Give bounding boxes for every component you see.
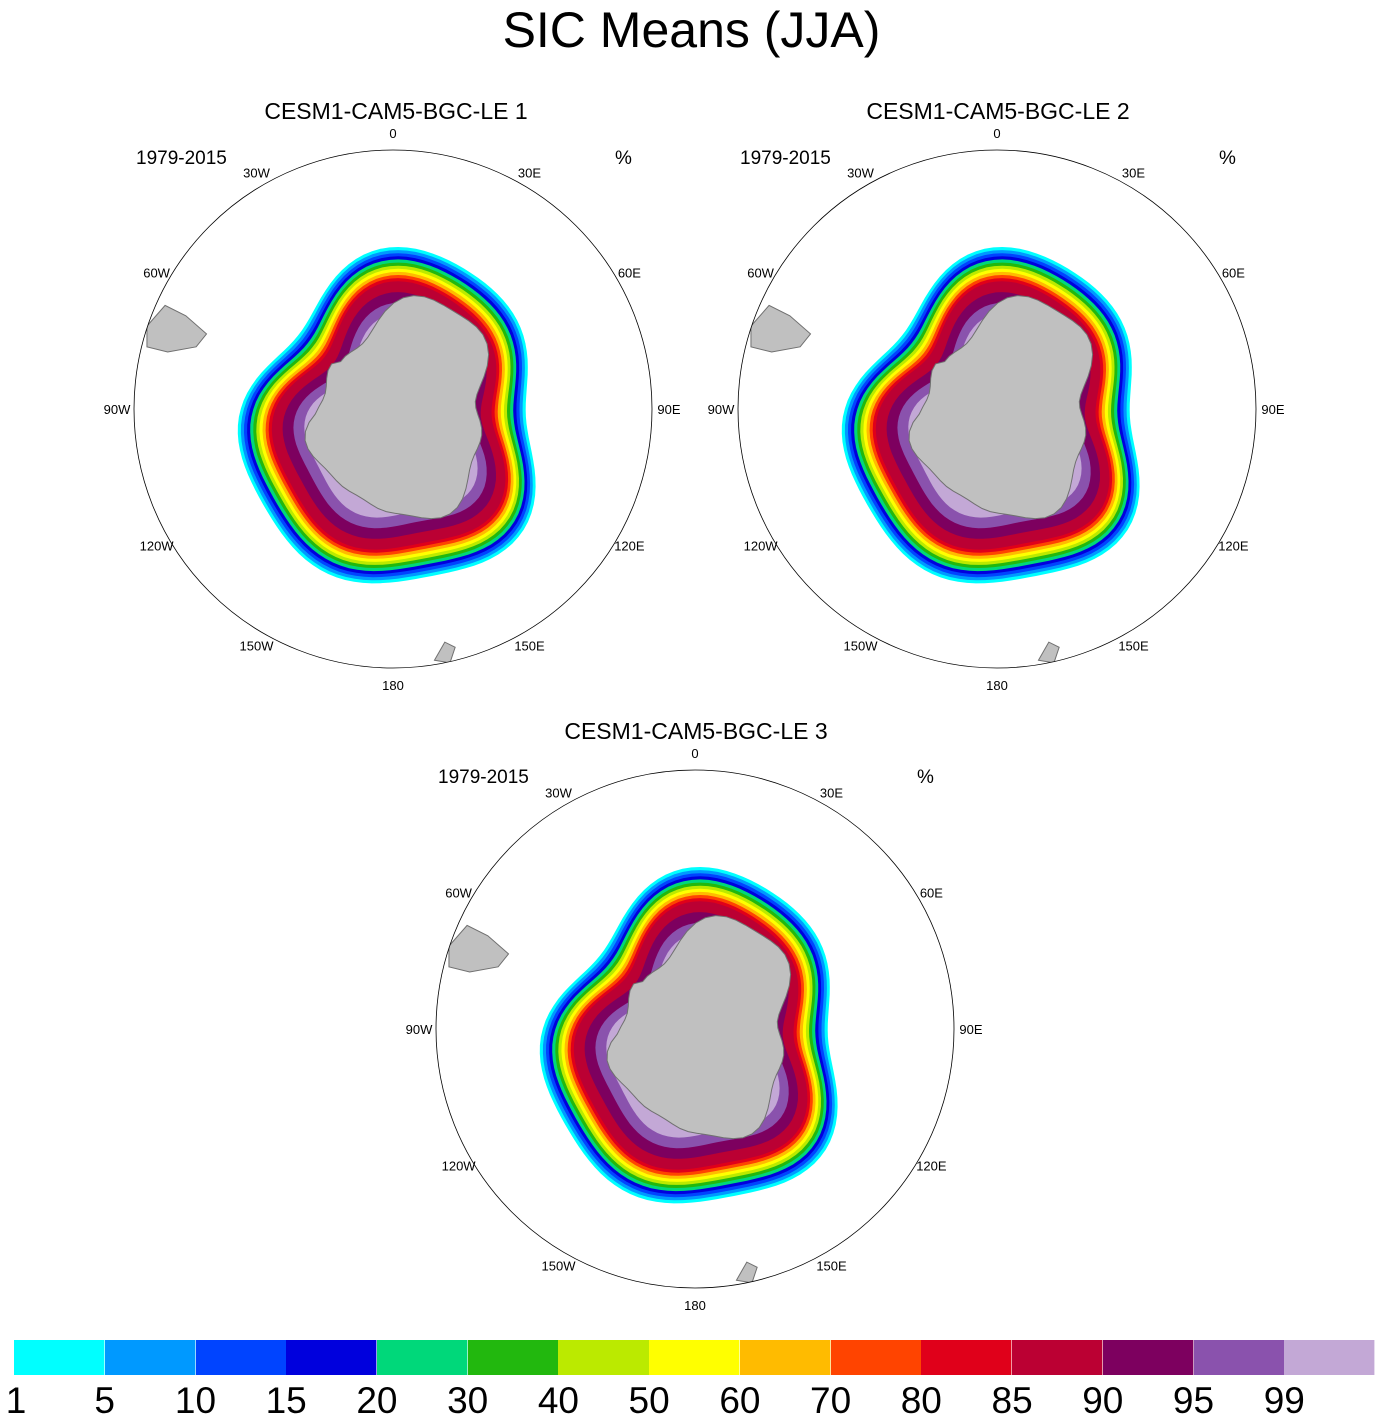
longitude-label: 30W [243, 166, 270, 181]
colorbar-tick-label: 70 [810, 1380, 852, 1421]
map-boundary [133, 149, 653, 669]
colorbar-segment [14, 1340, 106, 1375]
panel-2-units: % [1219, 148, 1236, 169]
colorbar-tick-label: 15 [265, 1380, 307, 1421]
map-panel-1: 0 30E 60E 90E 120E 150E 180 150W 120W 90W 60W 30W [104, 126, 681, 693]
new-zealand-landmass [1037, 641, 1060, 664]
panel-1-units: % [615, 148, 632, 169]
longitude-label: 0 [993, 126, 1000, 141]
colorbar-segment [649, 1340, 741, 1375]
colorbar-segment [195, 1340, 287, 1375]
south-america-landmass [750, 304, 812, 353]
longitude-label: 60E [618, 266, 641, 281]
colorbar-tick-label: 85 [991, 1380, 1033, 1421]
longitude-label: 120W [442, 1159, 477, 1174]
colorbar-segment [104, 1340, 196, 1375]
colorbar-tick-label: 90 [1082, 1380, 1124, 1421]
south-america-landmass [448, 924, 510, 973]
colorbar-tick-label: 10 [174, 1380, 217, 1421]
colorbar-tick-label: 50 [628, 1380, 670, 1421]
antarctica-landmass [304, 295, 490, 520]
panel-1-title: CESM1-CAM5-BGC-LE 1 [264, 98, 528, 124]
map-panel-3: 0 30E 60E 90E 120E 150E 180 150W 120W 90W 60W 30W [406, 746, 983, 1313]
longitude-label: 150W [240, 638, 275, 653]
longitude-label: 180 [986, 678, 1008, 693]
longitude-label: 150E [1118, 638, 1149, 653]
colorbar-segment [830, 1340, 922, 1375]
panel-2-title: CESM1-CAM5-BGC-LE 2 [866, 98, 1130, 124]
longitude-label: 180 [382, 678, 404, 693]
longitude-label: 150W [542, 1258, 577, 1273]
panel-3-period: 1979-2015 [438, 767, 529, 788]
longitude-label: 180 [684, 1298, 706, 1313]
colorbar-tick-label: 40 [537, 1380, 579, 1421]
longitude-label: 30E [1122, 166, 1145, 181]
longitude-label: 150E [514, 638, 545, 653]
colorbar-segment [739, 1340, 832, 1375]
colorbar-tick-label: 60 [719, 1380, 761, 1421]
antarctica-landmass [606, 915, 792, 1140]
antarctica-landmass [908, 295, 1094, 520]
longitude-label: 60W [445, 886, 472, 901]
panel-3-title: CESM1-CAM5-BGC-LE 3 [564, 718, 828, 744]
colorbar-tick-label: 5 [94, 1380, 115, 1421]
new-zealand-landmass [433, 641, 456, 664]
panel-2-period: 1979-2015 [740, 148, 831, 169]
colorbar-segment [1102, 1340, 1194, 1375]
longitude-label: 60E [1222, 266, 1245, 281]
map-boundary [435, 769, 955, 1289]
figure-title: SIC Means (JJA) [502, 2, 881, 58]
longitude-label: 30W [847, 166, 874, 181]
colorbar-segment [921, 1340, 1013, 1375]
longitude-label: 90E [959, 1022, 982, 1037]
new-zealand-landmass [735, 1261, 758, 1284]
colorbar-tick-label: 30 [447, 1380, 489, 1421]
colorbar-tick-label: 20 [356, 1380, 398, 1421]
longitude-label: 60E [920, 886, 943, 901]
longitude-label: 90E [657, 402, 680, 417]
colorbar-segment [286, 1340, 378, 1375]
longitude-label: 30E [518, 166, 541, 181]
longitude-label: 120E [916, 1159, 947, 1174]
colorbar-segment [1284, 1340, 1376, 1375]
longitude-label: 60W [747, 266, 774, 281]
colorbar-segment [1012, 1340, 1104, 1375]
panel-1-period: 1979-2015 [136, 148, 227, 169]
south-america-landmass [146, 304, 208, 353]
longitude-label: 90E [1261, 402, 1284, 417]
longitude-label: 30E [820, 786, 843, 801]
longitude-label: 90W [104, 402, 131, 417]
longitude-label: 150E [816, 1258, 847, 1273]
longitude-label: 0 [389, 126, 396, 141]
longitude-label: 60W [143, 266, 170, 281]
colorbar-tick-label: 80 [900, 1380, 942, 1421]
map-panel-2: 0 30E 60E 90E 120E 150E 180 150W 120W 90W 60W 30W [708, 126, 1285, 693]
colorbar-tick-label: 95 [1172, 1380, 1215, 1421]
longitude-label: 0 [691, 746, 698, 761]
colorbar [14, 1340, 1376, 1375]
colorbar-segment [467, 1340, 559, 1375]
panel-3-units: % [917, 767, 934, 788]
colorbar-segment [376, 1340, 469, 1375]
longitude-label: 120W [744, 539, 779, 554]
longitude-label: 90W [708, 402, 735, 417]
map-boundary [737, 149, 1257, 669]
longitude-label: 120E [614, 539, 645, 554]
colorbar-tick-label: 1 [5, 1380, 27, 1421]
longitude-label: 30W [545, 786, 572, 801]
longitude-label: 120W [140, 539, 175, 554]
colorbar-segment [558, 1340, 650, 1375]
colorbar-tick-label: 99 [1263, 1380, 1305, 1421]
longitude-label: 150W [844, 638, 879, 653]
longitude-label: 120E [1218, 539, 1249, 554]
longitude-label: 90W [406, 1022, 433, 1037]
colorbar-segment [1193, 1340, 1285, 1375]
